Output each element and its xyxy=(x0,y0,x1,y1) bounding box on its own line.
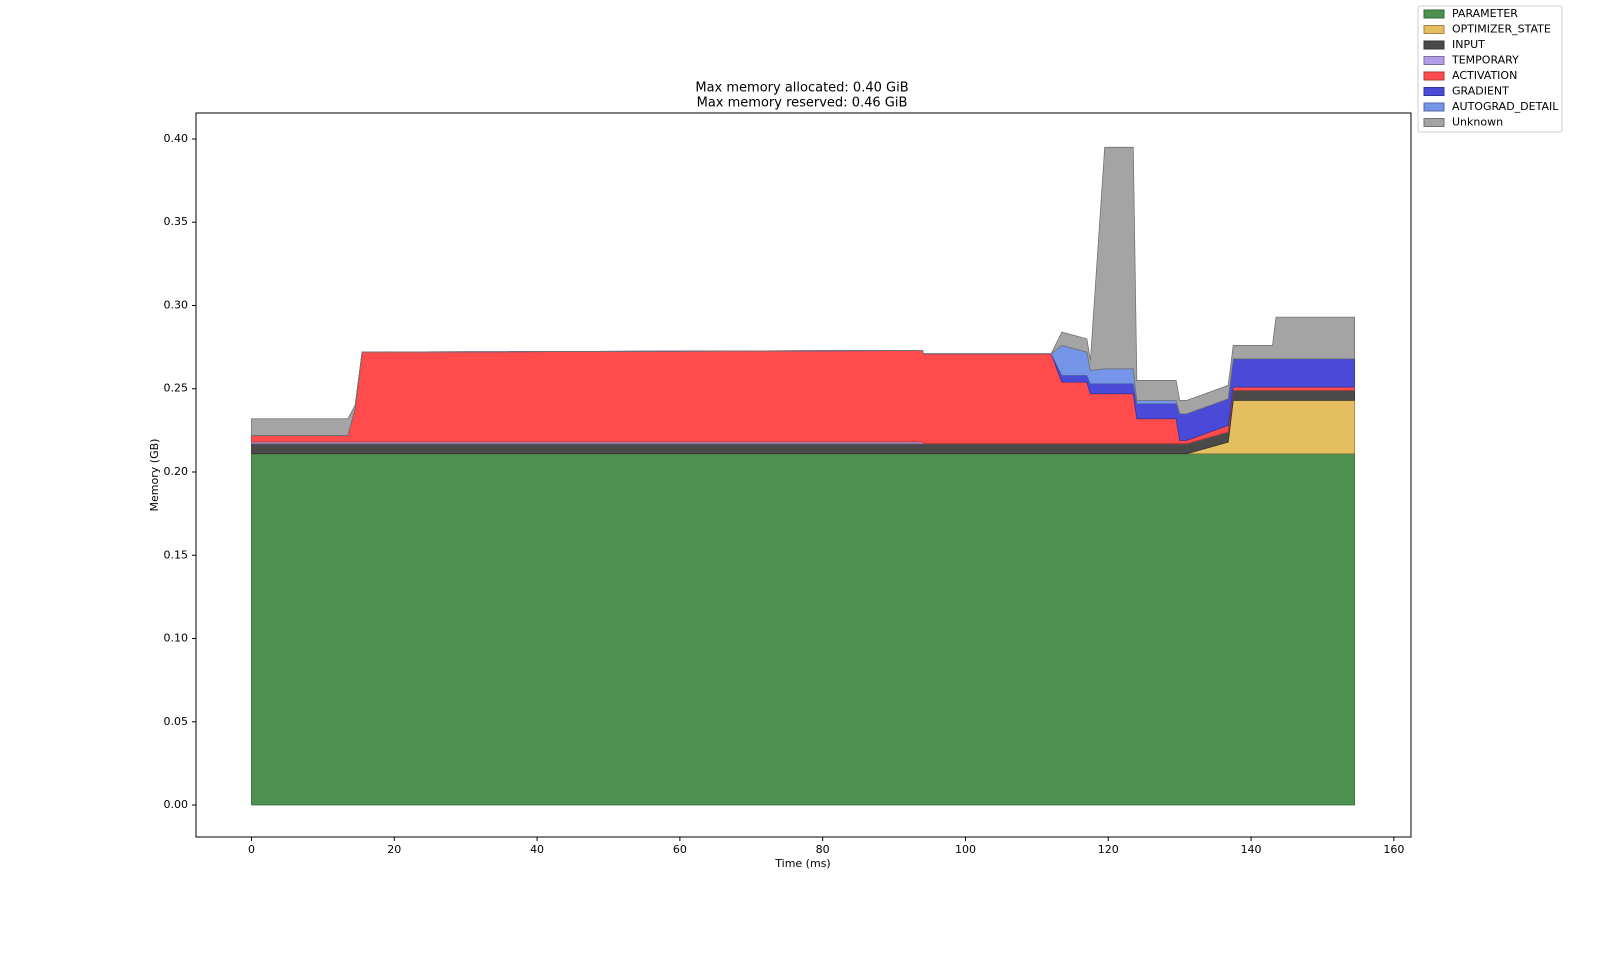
legend-swatch xyxy=(1423,9,1445,19)
y-tick-label: 0.05 xyxy=(164,715,189,728)
legend-label: INPUT xyxy=(1452,38,1485,51)
x-axis-label: Time (ms) xyxy=(774,857,830,870)
legend-swatch xyxy=(1423,25,1445,34)
chart-subtitle: Max memory reserved: 0.46 GiB xyxy=(697,96,908,111)
x-tick-label: 120 xyxy=(1098,843,1119,856)
x-tick-label: 60 xyxy=(673,843,687,856)
plot-frame xyxy=(195,112,1412,838)
legend-box xyxy=(1417,5,1563,133)
legend-label: AUTOGRAD_DETAIL xyxy=(1452,100,1559,113)
legend-label: Unknown xyxy=(1452,116,1503,129)
legend-label: TEMPORARY xyxy=(1451,54,1519,67)
x-tick-label: 140 xyxy=(1241,843,1262,856)
y-tick-label: 0.15 xyxy=(164,548,189,561)
area xyxy=(251,453,1355,806)
x-tick-label: 20 xyxy=(387,843,401,856)
legend-label: GRADIENT xyxy=(1452,85,1509,98)
y-tick-label: 0.10 xyxy=(164,632,189,645)
legend-swatch xyxy=(1423,87,1445,96)
legend-label: OPTIMIZER_STATE xyxy=(1452,23,1551,36)
area xyxy=(251,146,1355,436)
y-tick-label: 0.25 xyxy=(164,382,189,395)
legend-swatch xyxy=(1423,71,1445,81)
x-tick-label: 0 xyxy=(248,843,255,856)
y-tick-label: 0.30 xyxy=(164,298,189,311)
y-tick-label: 0.20 xyxy=(164,465,189,478)
y-tick-label: 0.35 xyxy=(164,215,189,228)
x-tick-label: 100 xyxy=(955,843,976,856)
legend-swatch xyxy=(1423,40,1445,50)
legend-label: PARAMETER xyxy=(1452,7,1518,20)
x-tick-label: 160 xyxy=(1383,843,1404,856)
x-tick-label: 80 xyxy=(816,843,830,856)
x-tick-label: 40 xyxy=(530,843,544,856)
chart-title: Max memory allocated: 0.40 GiB xyxy=(695,81,908,96)
legend-label: ACTIVATION xyxy=(1452,69,1517,82)
legend-swatch xyxy=(1423,118,1445,127)
y-tick-label: 0.40 xyxy=(164,132,189,145)
legend-swatch xyxy=(1423,102,1445,112)
y-axis-label: Memory (GB) xyxy=(148,439,161,512)
legend-swatch xyxy=(1423,56,1445,65)
y-tick-label: 0.00 xyxy=(164,798,189,811)
